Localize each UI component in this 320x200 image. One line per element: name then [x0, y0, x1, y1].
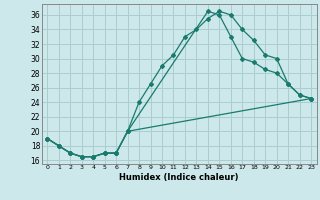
X-axis label: Humidex (Indice chaleur): Humidex (Indice chaleur): [119, 173, 239, 182]
